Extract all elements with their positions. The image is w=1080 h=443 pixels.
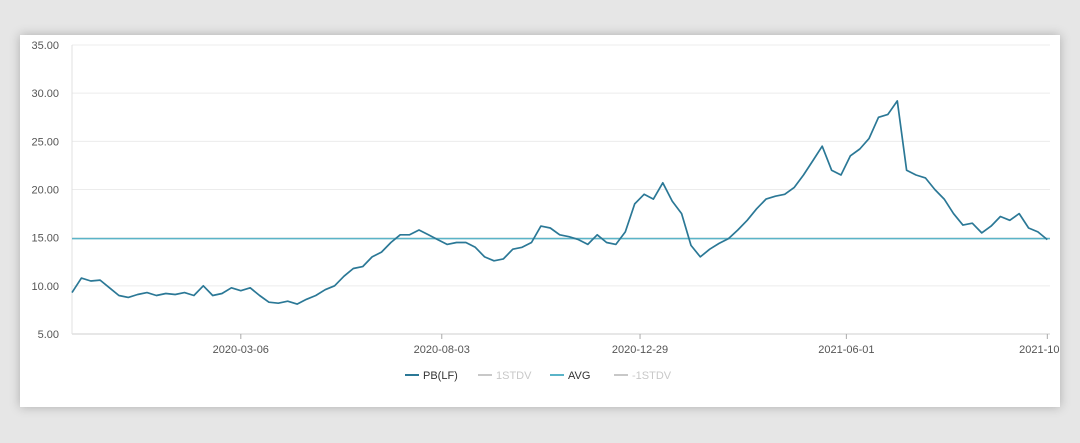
legend-label: 1STDV (496, 370, 532, 382)
x-tick-label: 2020-08-03 (414, 344, 470, 356)
legend-item-1stdv[interactable]: -1STDV (614, 370, 672, 382)
x-tick-label: 2021-10-29 (1019, 344, 1060, 356)
legend-item-1stdv[interactable]: 1STDV (478, 370, 532, 382)
legend-label: AVG (568, 370, 590, 382)
y-tick-label: 25.00 (31, 136, 59, 148)
y-tick-label: 15.00 (31, 233, 59, 245)
legend-item-avg[interactable]: AVG (550, 370, 590, 382)
y-tick-label: 35.00 (31, 40, 59, 52)
series-layer (71, 100, 1050, 305)
y-tick-label: 5.00 (38, 329, 59, 341)
legend: PB(LF) 1STDV AVG -1STDV (405, 370, 672, 382)
pb-chart: 5.00 10.00 15.00 20.00 25.00 30.00 35.00 2020-… (31, 40, 1060, 382)
x-axis-ticks: 2020-03-06 2020-08-03 2020-12-29 2021-06-01… (213, 334, 1060, 356)
x-tick-label: 2021-06-01 (818, 344, 874, 356)
pb-series-line (71, 100, 1048, 305)
legend-item-pblf[interactable]: PB(LF) (405, 370, 458, 382)
y-tick-label: 20.00 (31, 185, 59, 197)
y-tick-label: 10.00 (31, 281, 59, 293)
x-tick-label: 2020-03-06 (213, 344, 269, 356)
y-axis-ticks: 5.00 10.00 15.00 20.00 25.00 30.00 35.00 (31, 40, 59, 341)
legend-label: PB(LF) (423, 370, 458, 382)
x-tick-label: 2020-12-29 (612, 344, 668, 356)
chart-card: 5.00 10.00 15.00 20.00 25.00 30.00 35.00 2020-… (20, 35, 1060, 407)
grid-lines (71, 44, 1050, 335)
legend-label: -1STDV (632, 370, 672, 382)
y-tick-label: 30.00 (31, 88, 59, 100)
